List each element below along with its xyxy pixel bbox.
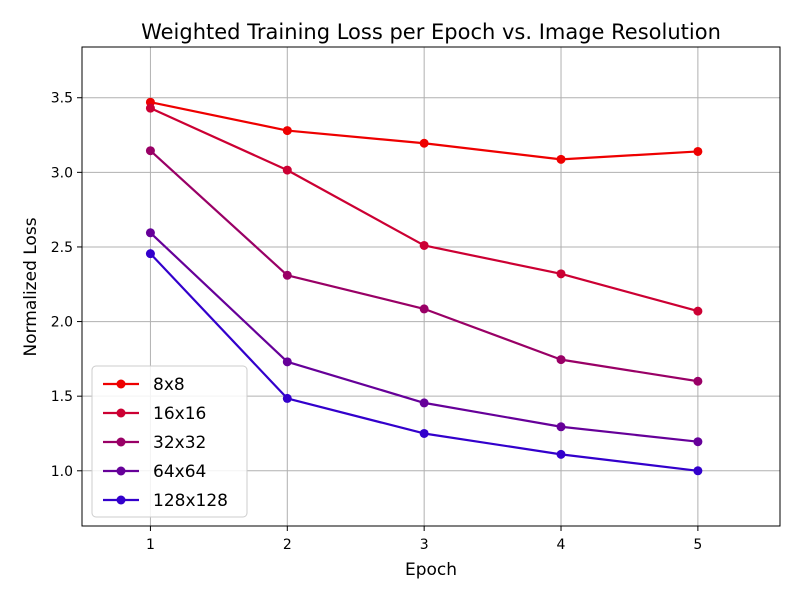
y-tick-label: 1.5 <box>51 389 73 405</box>
legend: 8x8 16x16 32x32 64x64 128x128 <box>91 365 248 518</box>
data-point <box>556 422 566 432</box>
legend-box <box>91 365 248 518</box>
data-point <box>556 154 566 164</box>
data-point <box>556 449 566 459</box>
legend-label: 64x64 <box>153 462 206 482</box>
data-point <box>282 165 292 175</box>
data-point <box>693 437 703 447</box>
y-tick-label: 1.0 <box>51 464 73 480</box>
data-point <box>419 428 429 438</box>
data-point <box>282 357 292 367</box>
data-point <box>145 249 155 259</box>
data-point <box>145 146 155 156</box>
series-64x64 <box>145 228 703 447</box>
y-tick-label: 3.0 <box>51 165 73 181</box>
legend-marker <box>116 437 126 447</box>
grid-layer <box>82 47 780 526</box>
series-128x128 <box>145 249 703 476</box>
data-point <box>282 126 292 136</box>
data-point <box>556 355 566 365</box>
legend-label: 128x128 <box>153 491 228 511</box>
legend-marker <box>116 495 126 505</box>
data-point <box>419 240 429 250</box>
legend-marker <box>116 379 126 389</box>
tick-layer: 1 2 3 4 5 1.0 1.5 2.0 2.5 3.0 3.5 <box>51 91 703 553</box>
legend-marker <box>116 408 126 418</box>
data-point <box>693 376 703 386</box>
data-point <box>419 304 429 314</box>
legend-label: 16x16 <box>153 404 206 424</box>
x-tick-label: 4 <box>557 537 566 553</box>
legend-label: 32x32 <box>153 433 206 453</box>
chart-title: Weighted Training Loss per Epoch vs. Ima… <box>141 20 721 44</box>
series-32x32 <box>145 146 703 386</box>
plot-frame <box>81 46 781 527</box>
data-point <box>693 466 703 476</box>
data-point <box>282 270 292 280</box>
data-point <box>556 269 566 279</box>
x-tick-label: 2 <box>283 537 292 553</box>
series-layer <box>145 97 703 476</box>
series-16x16 <box>145 103 703 316</box>
y-tick-label: 2.5 <box>51 240 73 256</box>
y-tick-label: 3.5 <box>51 91 73 107</box>
data-point <box>419 138 429 148</box>
x-tick-label: 1 <box>146 537 155 553</box>
y-axis-label: Normalized Loss <box>21 217 41 356</box>
data-point <box>419 398 429 408</box>
legend-label: 8x8 <box>153 375 185 395</box>
data-point <box>693 146 703 156</box>
data-point <box>145 103 155 113</box>
data-point <box>282 393 292 403</box>
x-axis-label: Epoch <box>405 560 457 580</box>
y-tick-label: 2.0 <box>51 315 73 331</box>
data-point <box>693 306 703 316</box>
x-tick-label: 5 <box>693 537 702 553</box>
data-point <box>145 228 155 238</box>
x-tick-label: 3 <box>420 537 429 553</box>
legend-marker <box>116 466 126 476</box>
